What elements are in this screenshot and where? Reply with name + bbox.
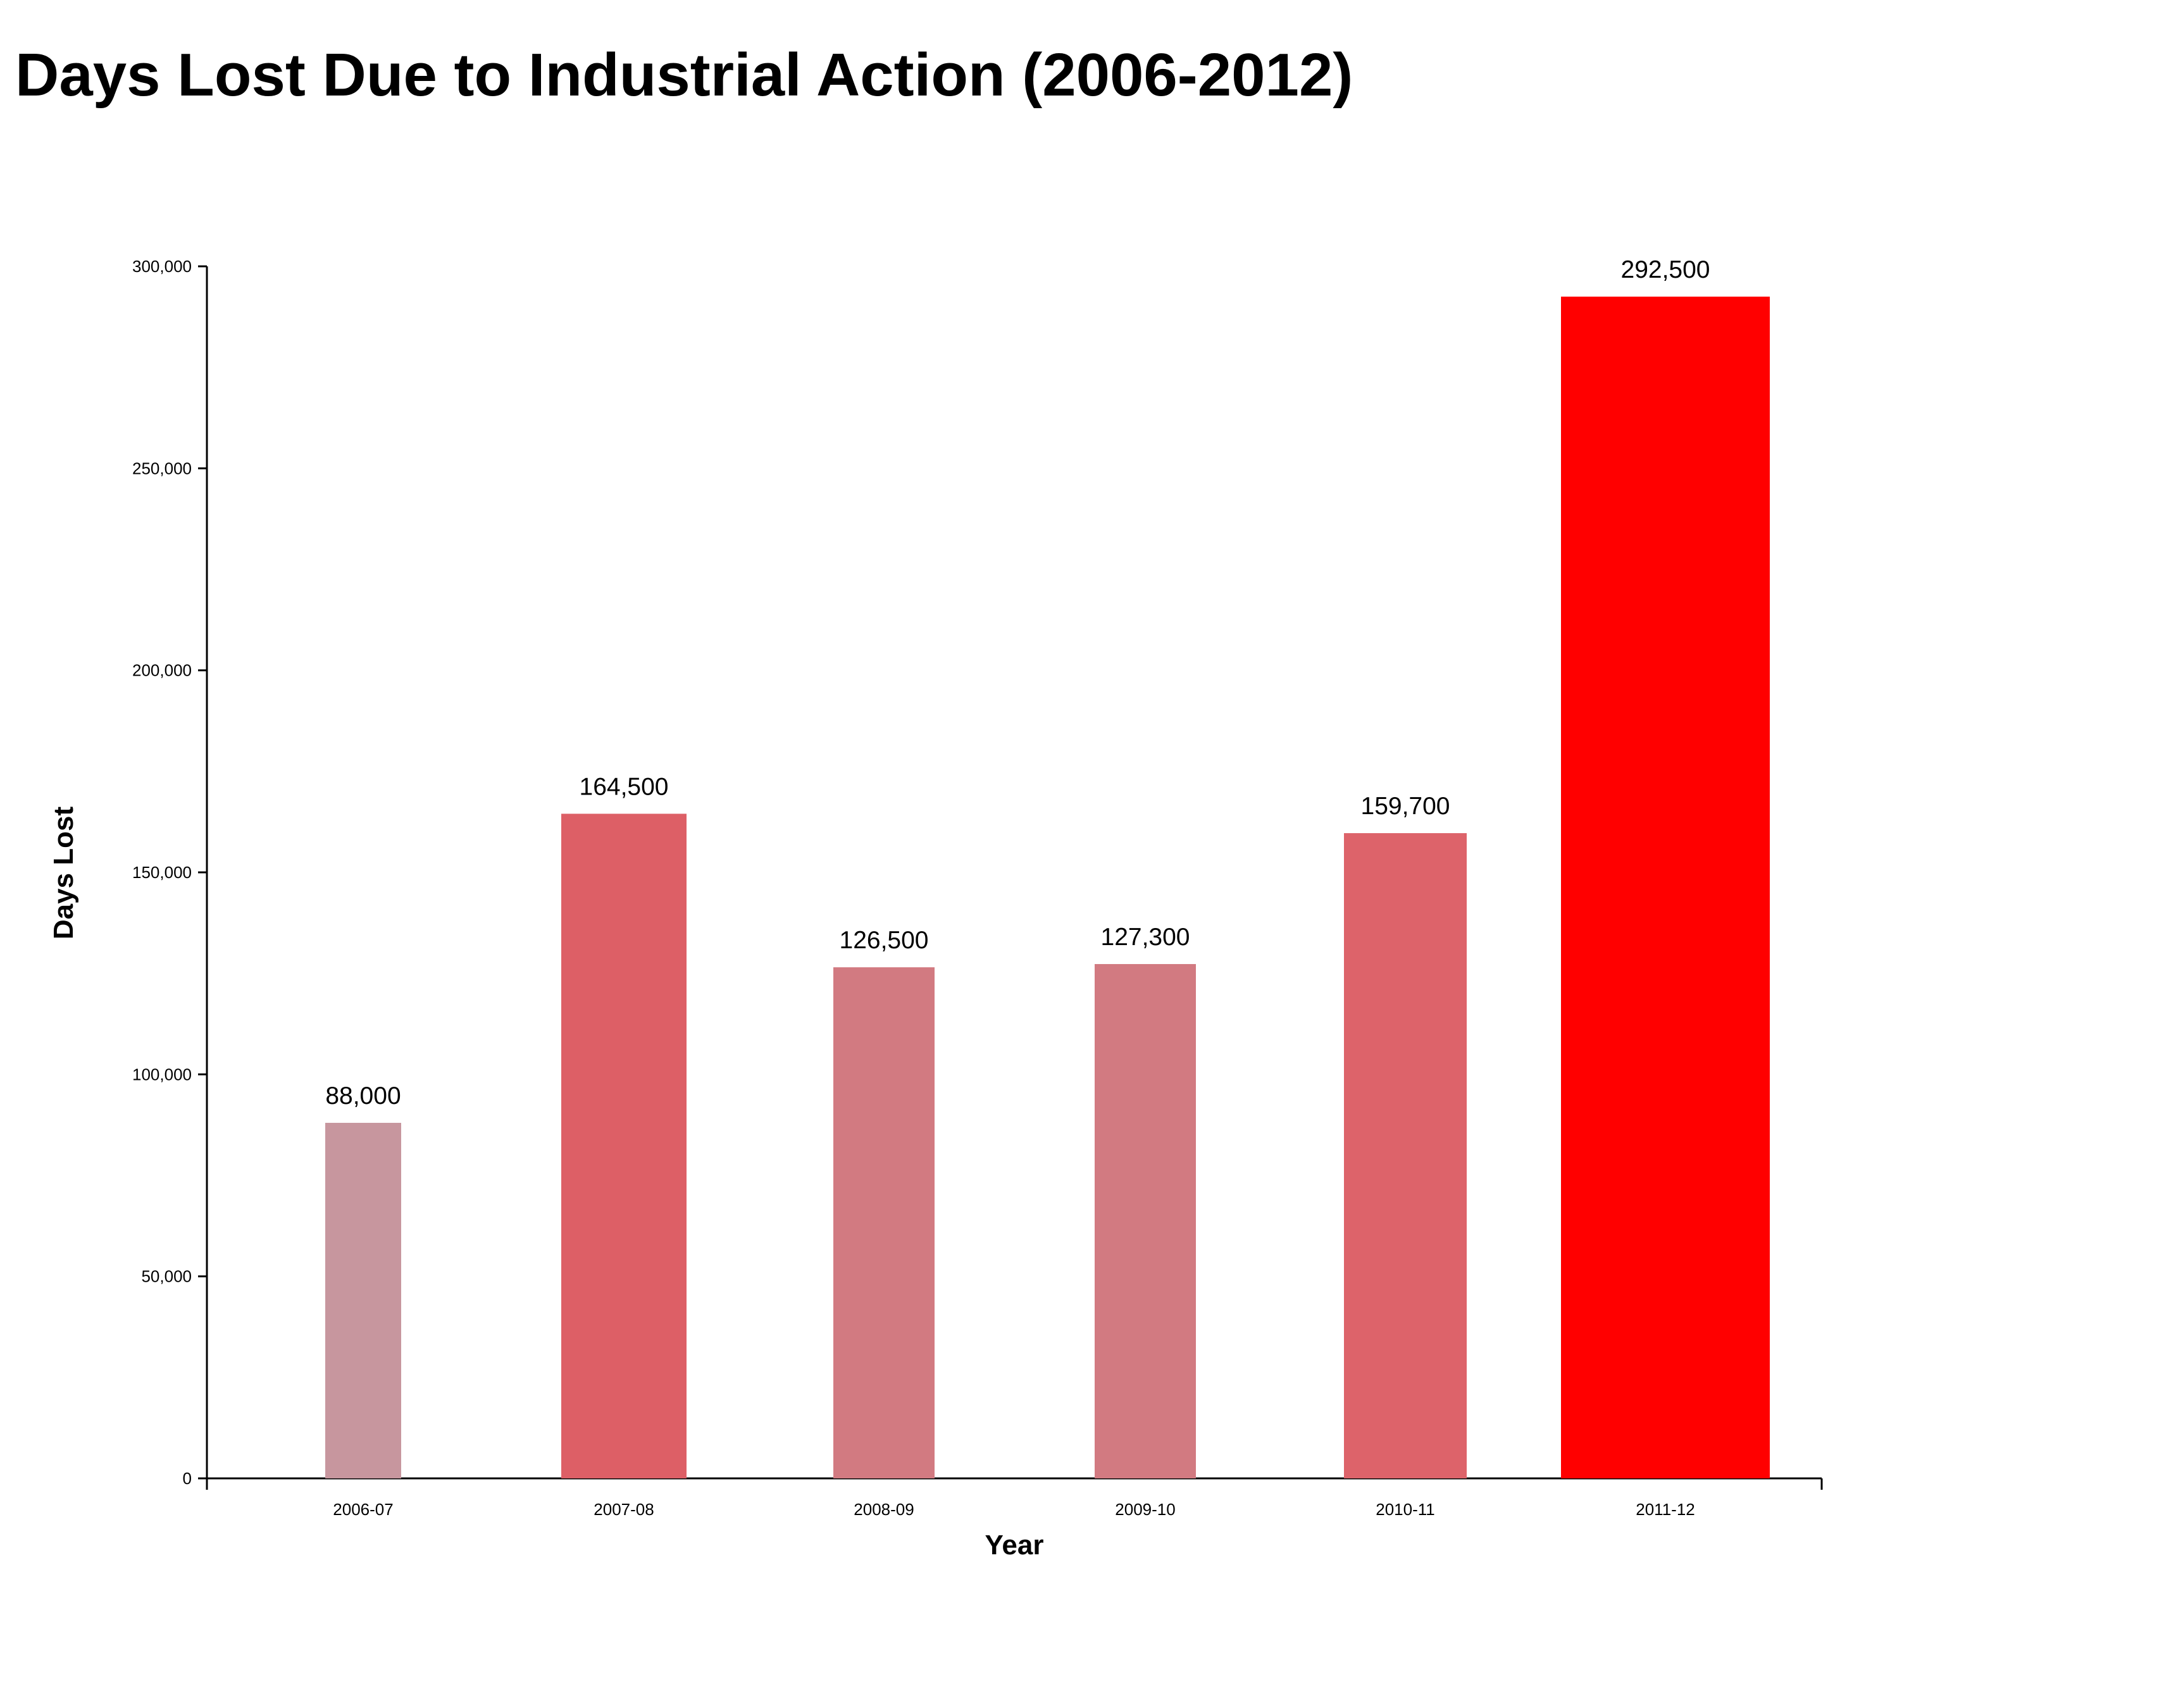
bars [325, 296, 1770, 1478]
x-tick-label: 2009-10 [1115, 1500, 1175, 1519]
y-tick-label: 50,000 [141, 1267, 192, 1286]
y-tick-label: 0 [183, 1469, 192, 1488]
y-axis-title: Days Lost [48, 807, 79, 940]
data-label-2009-10: 127,300 [1101, 924, 1190, 951]
data-label-2006-07: 88,000 [325, 1082, 401, 1110]
value-labels: 88,000 164,500 126,500 127,300 159,700 292,50… [325, 256, 1710, 1110]
data-label-2010-11: 159,700 [1361, 793, 1450, 820]
x-axis: 2006-07 2007-08 2008-09 2009-10 2010-11 2011-… [206, 1477, 1823, 1519]
y-tick-label: 150,000 [132, 863, 192, 882]
data-label-2008-09: 126,500 [840, 927, 929, 954]
data-label-2011-12: 292,500 [1621, 256, 1710, 283]
x-tick-label: 2006-07 [333, 1500, 393, 1519]
chart-title: Days Lost Due to Industrial Action (2006… [15, 41, 1353, 109]
x-tick-label: 2010-11 [1376, 1500, 1435, 1519]
y-tick-label: 100,000 [132, 1065, 192, 1084]
bar-2008-09 [833, 967, 935, 1478]
bar-2010-11 [1344, 833, 1467, 1478]
data-label-2007-08: 164,500 [580, 773, 669, 800]
bar-2007-08 [561, 814, 687, 1478]
bar-2011-12 [1561, 296, 1770, 1478]
x-tick-label: 2008-09 [854, 1500, 914, 1519]
bar-2006-07 [325, 1122, 401, 1478]
y-tick-label: 250,000 [132, 459, 192, 478]
y-tick-label: 200,000 [132, 661, 192, 680]
x-axis-title: Year [985, 1530, 1044, 1561]
x-tick-label: 2011-12 [1636, 1500, 1695, 1519]
y-axis: 0 50,000 100,000 150,000 200,000 250,000 300,0… [132, 257, 208, 1488]
y-tick-label: 300,000 [132, 257, 192, 276]
x-tick-label: 2007-08 [594, 1500, 654, 1519]
bar-2009-10 [1095, 963, 1196, 1478]
